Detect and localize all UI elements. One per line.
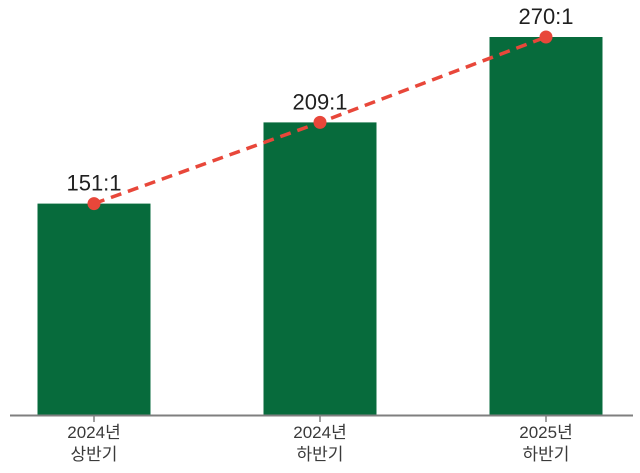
x-axis-label: 2024년 상반기 [67, 423, 120, 464]
value-label: 270:1 [518, 4, 573, 29]
bar [37, 203, 151, 415]
x-axis-label: 2024년 하반기 [293, 423, 346, 464]
bar [263, 122, 377, 416]
data-point-marker [539, 30, 553, 44]
x-axis-label: 2025년 하반기 [519, 423, 572, 464]
bar [489, 37, 603, 415]
data-point-marker [313, 115, 327, 129]
value-label: 151:1 [66, 171, 121, 196]
data-point-marker [87, 197, 101, 211]
value-label: 209:1 [292, 89, 347, 114]
